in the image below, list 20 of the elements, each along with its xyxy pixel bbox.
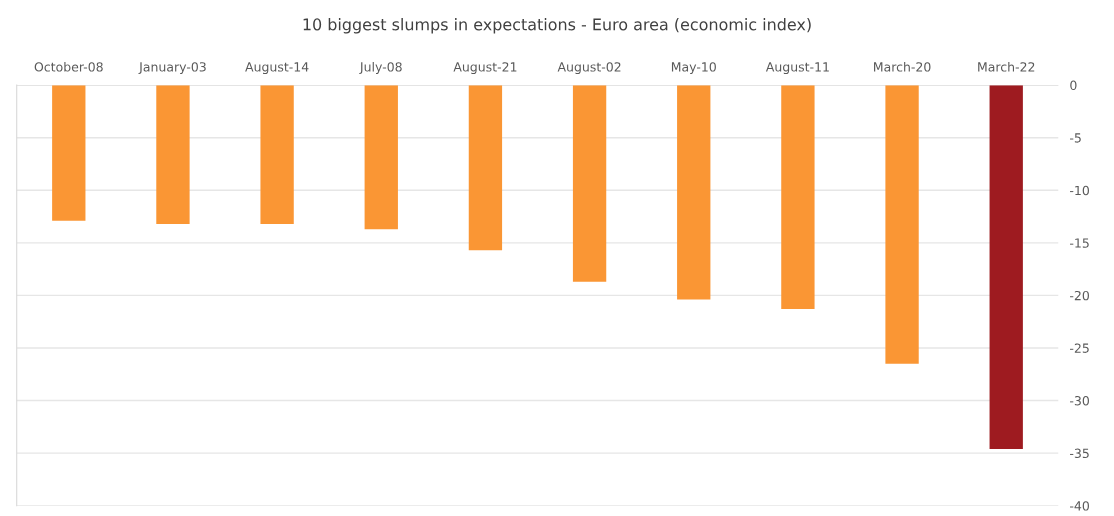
y-tick-label: -10: [1070, 185, 1089, 196]
x-tick-label: May-10: [671, 62, 716, 75]
x-tick-label: August-21: [453, 62, 517, 75]
x-tick-label: July-08: [359, 61, 402, 75]
y-tick-label: -5: [1070, 133, 1081, 143]
x-tick-label: March-20: [874, 61, 931, 72]
y-tick-label: -25: [1070, 343, 1089, 353]
x-tick-label: August-02: [557, 62, 621, 75]
x-tick-label: March-22: [978, 61, 1035, 72]
y-tick-label: -30: [1070, 396, 1089, 406]
y-tick-label: -40: [1070, 501, 1089, 511]
x-tick-label: January-03: [138, 62, 206, 75]
y-tick-label: -20: [1070, 290, 1089, 301]
y-tick-label: -15: [1070, 238, 1089, 248]
y-tick-label: 0: [1070, 80, 1077, 91]
x-tick-label: August-14: [245, 62, 309, 75]
x-tick-label: August-11: [765, 62, 829, 75]
x-tick-label: October-08: [34, 61, 103, 72]
y-tick-label: -35: [1070, 448, 1089, 459]
chart-title: 10 biggest slumps in expectations - Euro area (economic index): [303, 18, 811, 34]
